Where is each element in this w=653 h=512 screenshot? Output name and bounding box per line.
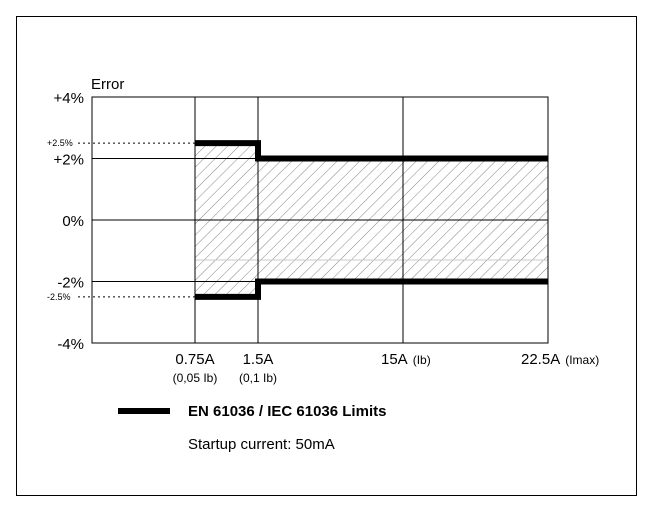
y-tick-label: +4% <box>54 90 84 107</box>
y-tick-label: +2% <box>54 152 84 169</box>
x-tick-main: 15A <box>381 351 408 368</box>
x-tick-main: 1.5A <box>243 351 274 368</box>
legend-startup-note: Startup current: 50mA <box>188 436 335 453</box>
x-tick-paren: (Ib) <box>413 353 431 367</box>
y-tick-label: 0% <box>62 213 84 230</box>
x-tick-sublabel: (0,05 Ib) <box>173 371 218 385</box>
x-tick-label: 22.5A (Imax) <box>521 351 599 368</box>
x-tick-label: 1.5A <box>243 351 274 368</box>
x-tick-sublabel: (0,1 Ib) <box>239 371 277 385</box>
x-tick-label: 0.75A <box>175 351 214 368</box>
chart-grid <box>92 97 548 343</box>
x-axis-ticks: 0.75A (0,05 Ib) 1.5A (0,1 Ib) 15A (Ib) 22.5A (I… <box>173 351 600 385</box>
x-tick-label: 15A (Ib) <box>381 351 431 368</box>
y-minor-tick-label: +2.5% <box>47 138 73 148</box>
x-tick-paren: (Imax) <box>565 353 599 367</box>
y-axis-label: Error <box>91 76 124 93</box>
chart-legend: EN 61036 / IEC 61036 Limits Startup curr… <box>118 403 386 453</box>
y-axis-ticks: +4% +2% 0% -2% -4% +2.5% -2.5% <box>47 90 195 353</box>
y-tick-label: -4% <box>57 336 84 353</box>
x-tick-main: 0.75A <box>175 351 214 368</box>
legend-limits-label: EN 61036 / IEC 61036 Limits <box>188 403 386 420</box>
y-tick-label: -2% <box>57 275 84 292</box>
y-minor-tick-label: -2.5% <box>47 292 71 302</box>
x-tick-main: 22.5A <box>521 351 560 368</box>
